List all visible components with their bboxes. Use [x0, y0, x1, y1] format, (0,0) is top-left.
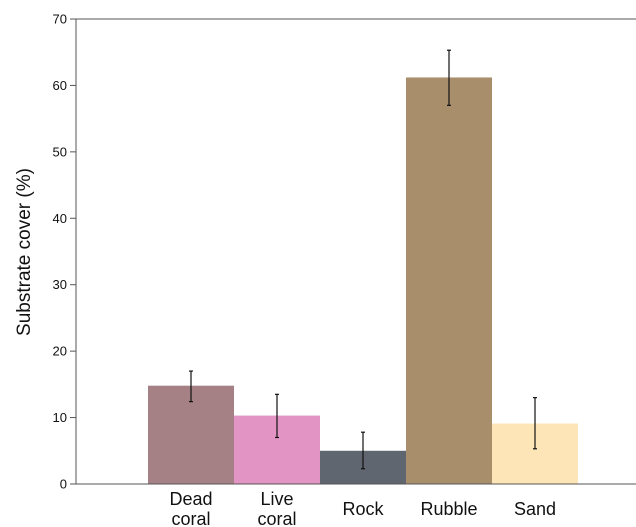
y-axis-title: Substrate cover (%) — [14, 168, 35, 336]
x-category-label: Sand — [514, 499, 556, 519]
x-category-labels: Dead coral Live coral Rock Rubble Sand — [169, 489, 556, 527]
error-bars-layer — [189, 49, 537, 470]
y-tick-label: 60 — [53, 78, 67, 93]
y-tick-label: 40 — [53, 211, 67, 226]
x-category-label: Dead coral — [169, 489, 212, 527]
y-ticks-layer: 0 10 20 30 40 50 60 70 — [53, 12, 76, 492]
bar — [406, 77, 492, 484]
y-tick-label: 30 — [53, 277, 67, 292]
y-tick-label: 10 — [53, 410, 67, 425]
y-tick-label: 50 — [53, 144, 67, 159]
x-category-label: Rubble — [420, 499, 477, 519]
y-tick-label: 0 — [60, 477, 67, 492]
x-category-label: Live coral — [257, 489, 296, 527]
bars-layer — [148, 77, 578, 484]
x-category-label: Rock — [342, 499, 384, 519]
y-tick-label: 70 — [53, 12, 67, 27]
axes-layer — [75, 18, 636, 485]
y-tick-label: 20 — [53, 344, 67, 359]
